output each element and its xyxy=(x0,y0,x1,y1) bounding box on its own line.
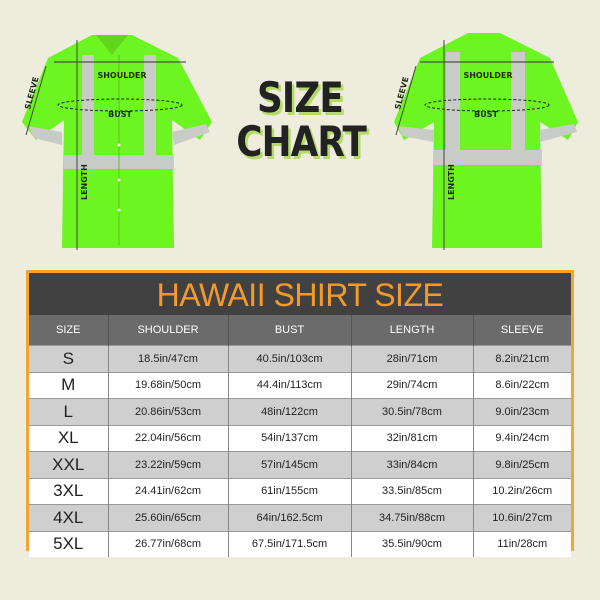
measurement-cell: 48in/122cm xyxy=(228,398,352,425)
column-header: SLEEVE xyxy=(473,315,571,346)
size-cell: XXL xyxy=(29,451,109,478)
heading-line-1: SIZE xyxy=(257,73,344,122)
measurement-cell: 18.5in/47cm xyxy=(108,345,229,372)
measurement-cell: 40.5in/103cm xyxy=(228,345,352,372)
size-cell: 3XL xyxy=(29,477,109,505)
measurement-cell: 20.86in/53cm xyxy=(108,398,229,425)
heading-line-2: CHART xyxy=(236,117,367,166)
column-header: LENGTH xyxy=(351,315,474,346)
size-cell: 4XL xyxy=(29,504,109,531)
size-cell: XL xyxy=(29,424,109,452)
column-header: BUST xyxy=(228,315,352,346)
size-table: HAWAII SHIRT SIZE SIZE SHOULDER BUST LENGTH… xyxy=(26,270,574,557)
table-row: 4XL 25.60in/65cm 64in/162.5cm 34.75in/88cm 1… xyxy=(29,504,571,531)
length-label: LENGTH xyxy=(80,164,89,200)
table-row: 5XL 26.77in/68cm 67.5in/171.5cm 35.5in/90cm… xyxy=(29,530,571,557)
shirt-illustrations: SHOULDER BUST LENGTH SLEEVE SHOULDER BUS… xyxy=(22,33,578,250)
measurement-cell: 11in/28cm xyxy=(473,530,571,557)
measurement-cell: 44.4in/113cm xyxy=(228,371,352,399)
measurement-cell: 9.4in/24cm xyxy=(473,424,571,452)
measurement-cell: 24.41in/62cm xyxy=(108,477,229,505)
measurement-cell: 64in/162.5cm xyxy=(228,504,352,531)
column-header: SIZE xyxy=(29,315,109,346)
measurement-cell: 8.6in/22cm xyxy=(473,371,571,399)
shoulder-label-back: SHOULDER xyxy=(463,71,512,80)
measurement-cell: 19.68in/50cm xyxy=(108,371,229,399)
bust-label: BUST xyxy=(108,110,132,119)
table-row: XXL 23.22in/59cm 57in/145cm 33in/84cm 9.8in/… xyxy=(29,451,571,478)
table-row: 3XL 24.41in/62cm 61in/155cm 33.5in/85cm 10.2… xyxy=(29,477,571,505)
measurement-cell: 61in/155cm xyxy=(228,477,352,505)
measurement-cell: 54in/137cm xyxy=(228,424,352,452)
table-row: L 20.86in/53cm 48in/122cm 30.5in/78cm 9.0in/… xyxy=(29,398,571,425)
shoulder-label: SHOULDER xyxy=(97,71,146,80)
size-cell: 5XL xyxy=(29,530,109,557)
measurement-cell: 22.04in/56cm xyxy=(108,424,229,452)
measurement-cell: 29in/74cm xyxy=(351,371,474,399)
length-label-back: LENGTH xyxy=(447,164,456,200)
measurement-cell: 9.8in/25cm xyxy=(473,451,571,478)
shirt-back-image: SHOULDER BUST LENGTH SLEEVE xyxy=(393,33,578,250)
measurement-cell: 25.60in/65cm xyxy=(108,504,229,531)
size-cell: L xyxy=(29,398,109,425)
measurement-cell: 28in/71cm xyxy=(351,345,474,372)
table-title: HAWAII SHIRT SIZE xyxy=(29,273,571,315)
size-cell: S xyxy=(29,345,109,372)
measurement-cell: 57in/145cm xyxy=(228,451,352,478)
shirt-front-image: SHOULDER BUST LENGTH SLEEVE xyxy=(22,35,212,250)
measurement-cell: 67.5in/171.5cm xyxy=(228,530,352,557)
measurement-cell: 34.75in/88cm xyxy=(351,504,474,531)
bust-label-back: BUST xyxy=(474,110,498,119)
measurement-cell: 30.5in/78cm xyxy=(351,398,474,425)
table-row: M 19.68in/50cm 44.4in/113cm 29in/74cm 8.6in/… xyxy=(29,371,571,399)
measurement-cell: 8.2in/21cm xyxy=(473,345,571,372)
size-chart-heading: SIZE CHART xyxy=(236,73,367,166)
measurement-cell: 35.5in/90cm xyxy=(351,530,474,557)
measurement-cell: 33in/84cm xyxy=(351,451,474,478)
measurement-cell: 33.5in/85cm xyxy=(351,477,474,505)
table-header-row: SIZE SHOULDER BUST LENGTH SLEEVE xyxy=(29,315,571,346)
measurement-cell: 9.0in/23cm xyxy=(473,398,571,425)
size-cell: M xyxy=(29,371,109,399)
table-row: S 18.5in/47cm 40.5in/103cm 28in/71cm 8.2in/2… xyxy=(29,345,571,372)
measurement-cell: 26.77in/68cm xyxy=(108,530,229,557)
measurement-cell: 32in/81cm xyxy=(351,424,474,452)
measurement-cell: 10.2in/26cm xyxy=(473,477,571,505)
measurement-cell: 23.22in/59cm xyxy=(108,451,229,478)
table-row: XL 22.04in/56cm 54in/137cm 32in/81cm 9.4in/2… xyxy=(29,424,571,452)
column-header: SHOULDER xyxy=(108,315,229,346)
measurement-cell: 10.6in/27cm xyxy=(473,504,571,531)
